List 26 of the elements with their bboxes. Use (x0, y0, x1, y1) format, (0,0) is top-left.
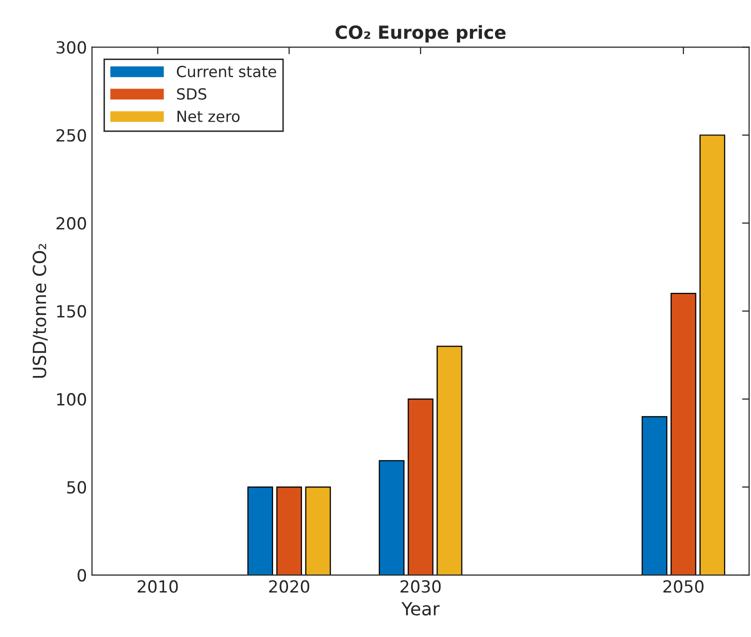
y-tick-label: 200 (56, 217, 86, 230)
bar (699, 134, 726, 576)
y-tick-label: 250 (56, 129, 86, 142)
legend-label: Net zero (178, 110, 240, 122)
x-tick-label: 2020 (269, 580, 310, 593)
y-tick-label: 50 (67, 481, 86, 494)
bar (378, 460, 404, 576)
chart-title: CO₂ Europe price (336, 25, 506, 43)
legend-label: SDS (177, 88, 206, 100)
y-tick-label: 150 (57, 305, 86, 318)
bar (670, 292, 696, 576)
bar (276, 486, 302, 576)
y-tick-label: 300 (56, 41, 86, 54)
y-tick-label: 100 (57, 393, 86, 406)
bar (408, 398, 434, 576)
x-tick-label: 2010 (138, 580, 178, 593)
bar (305, 486, 331, 576)
bar (247, 486, 274, 576)
legend-label: Current state (176, 66, 276, 78)
bar (436, 346, 462, 576)
x-tick-label: 2050 (663, 580, 704, 593)
bar (642, 416, 668, 576)
y-tick-label: 0 (78, 568, 86, 582)
x-tick-label: 2030 (400, 580, 441, 593)
x-axis-title: Year (401, 602, 440, 616)
y-axis-title: USD/tonne CO₂ (32, 244, 48, 378)
